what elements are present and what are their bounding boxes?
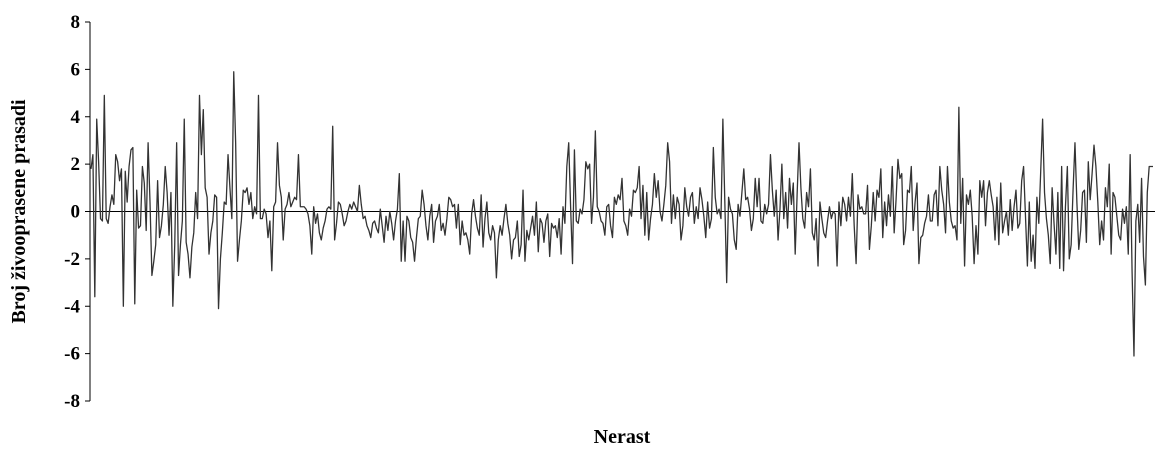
y-tick-label: 6 <box>71 59 81 80</box>
y-tick-label: 4 <box>71 107 81 128</box>
y-tick-label: 2 <box>71 154 81 175</box>
series-line <box>90 71 1153 357</box>
x-axis-title: Nerast <box>594 426 651 448</box>
y-tick-label: -4 <box>64 296 80 317</box>
y-axis: -8 -6 -4 -2 0 2 4 6 8 <box>64 12 91 412</box>
y-tick-label: -2 <box>64 249 80 270</box>
y-tick-label: 8 <box>71 12 81 33</box>
y-axis-title: Broj živooprasene prasadi <box>8 99 30 324</box>
y-tick-label: -8 <box>64 391 80 412</box>
y-tick-label: 0 <box>71 202 81 223</box>
y-tick-label: -6 <box>64 344 80 365</box>
